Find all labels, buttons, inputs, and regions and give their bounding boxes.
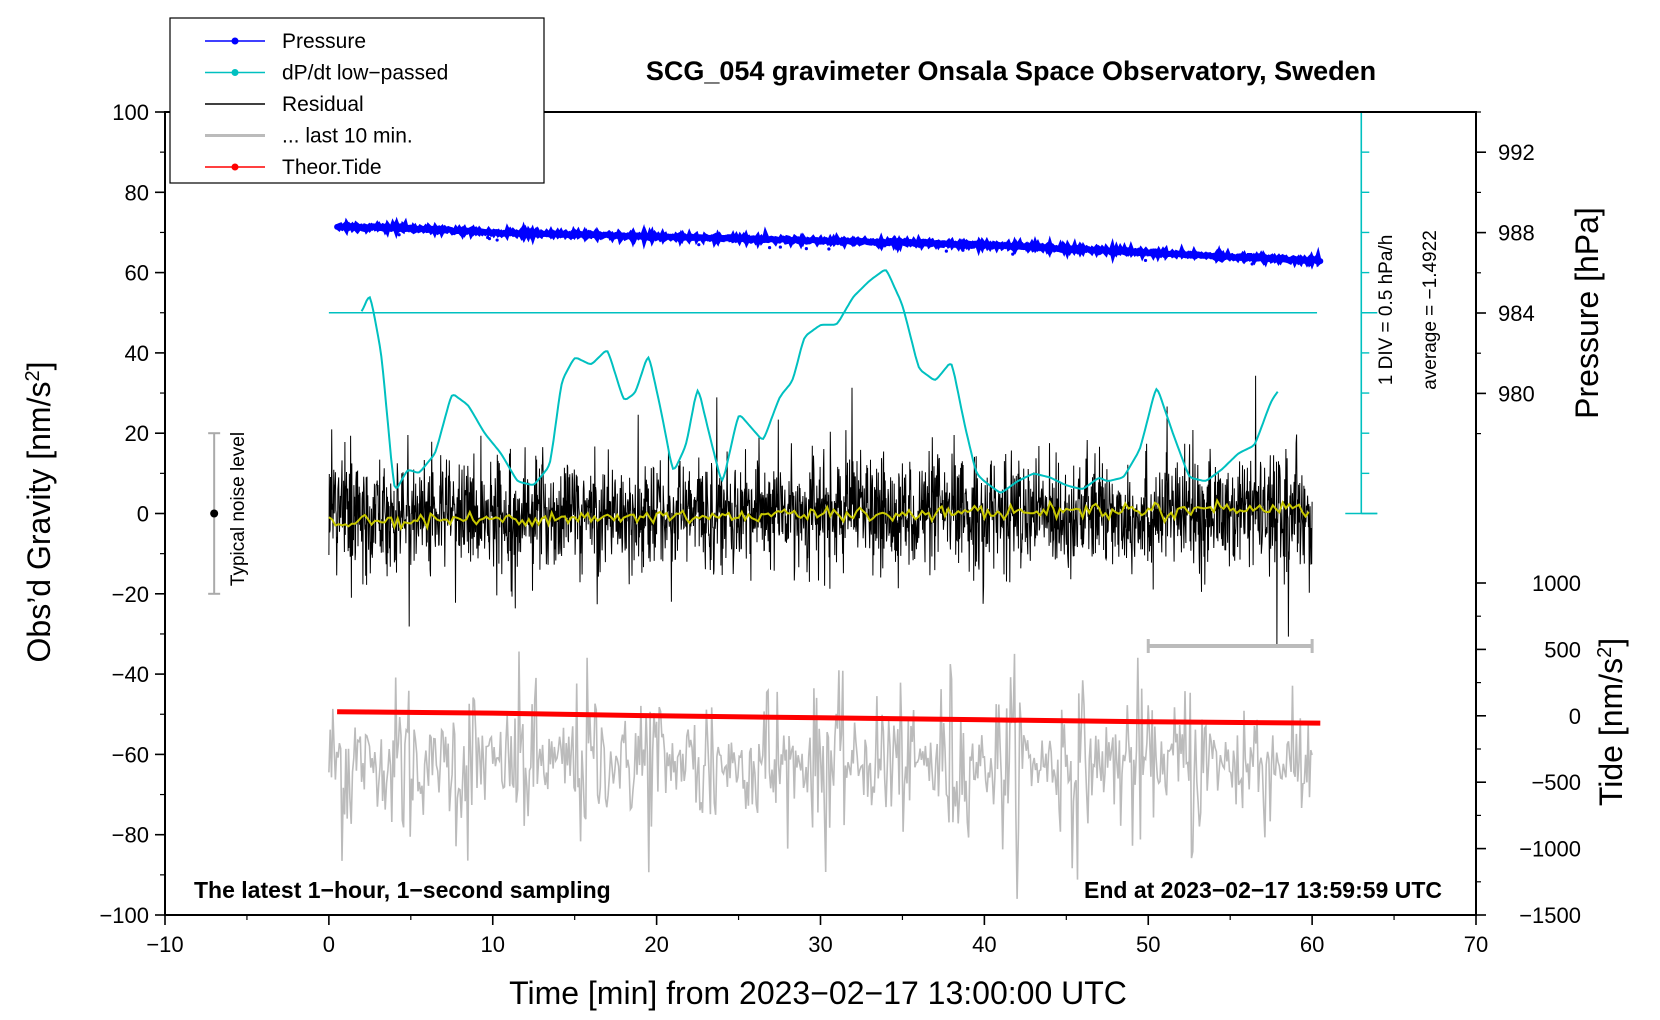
chart-title: SCG_054 gravimeter Onsala Space Observat… bbox=[646, 56, 1376, 86]
noise-label: Typical noise level bbox=[228, 432, 249, 586]
pressure-tick-label: 980 bbox=[1498, 381, 1535, 406]
y-tick-label: −60 bbox=[112, 742, 149, 767]
pressure-outlier-dot bbox=[778, 245, 782, 249]
pressure-tick-label: 984 bbox=[1498, 301, 1535, 326]
tide-tick-label: 1000 bbox=[1532, 571, 1581, 596]
y-tick-label: −40 bbox=[112, 662, 149, 687]
pressure-outlier-dot bbox=[767, 245, 772, 250]
legend-label: ... last 10 min. bbox=[282, 125, 413, 148]
pressure-outlier-dot bbox=[961, 248, 965, 252]
y-axis-label-left-main: Obs’d Gravity [nm/s bbox=[21, 382, 57, 663]
tide-axis-label-end: ] bbox=[1593, 638, 1629, 647]
series-residual bbox=[328, 375, 1313, 648]
pressure-outlier-dot bbox=[1250, 262, 1254, 266]
y-tick-label: −80 bbox=[112, 823, 149, 848]
series-layer bbox=[208, 111, 1378, 899]
y-tick-label: −20 bbox=[112, 582, 149, 607]
y-tick-label: 40 bbox=[125, 341, 149, 366]
series-pressure bbox=[334, 216, 1324, 270]
y-tick-label: −100 bbox=[99, 903, 149, 928]
series-last-10-min bbox=[328, 651, 1313, 899]
legend-label: Pressure bbox=[282, 30, 366, 53]
x-tick-label: 0 bbox=[323, 932, 335, 957]
x-tick-label: 20 bbox=[644, 932, 668, 957]
x-tick-label: 30 bbox=[808, 932, 832, 957]
tide-tick-label: 500 bbox=[1544, 637, 1581, 662]
noise-center-dot bbox=[210, 509, 219, 518]
series-dpdt bbox=[360, 269, 1279, 494]
pressure-outlier-dot bbox=[827, 247, 831, 251]
annotation-left: The latest 1−hour, 1−second sampling bbox=[194, 877, 611, 903]
x-tick-label: −10 bbox=[146, 932, 183, 957]
pressure-outlier-dot bbox=[1011, 252, 1015, 256]
tide-axis-label-main: Tide [nm/s bbox=[1593, 658, 1629, 806]
legend-marker bbox=[231, 37, 239, 45]
pressure-outlier-dot bbox=[1143, 258, 1148, 263]
x-tick-label: 10 bbox=[481, 932, 505, 957]
y-axis-label-left-end: ] bbox=[21, 362, 57, 371]
pressure-outlier-dot bbox=[495, 238, 499, 242]
pressure-outlier-dot bbox=[397, 233, 401, 237]
pressure-outlier-dot bbox=[487, 237, 492, 241]
x-axis-label: Time [min] from 2023−02−17 13:00:00 UTC bbox=[509, 975, 1127, 1011]
y-tick-label: 60 bbox=[125, 261, 149, 286]
legend-label: Residual bbox=[282, 93, 364, 116]
x-tick-label: 60 bbox=[1300, 932, 1324, 957]
tide-axis-label: Tide [nm/s2] bbox=[1593, 638, 1629, 806]
tide-tick-label: −1500 bbox=[1519, 903, 1581, 928]
pressure-tick-label: 988 bbox=[1498, 221, 1535, 246]
y-tick-label: 100 bbox=[112, 100, 149, 125]
series-residual-mean bbox=[328, 497, 1310, 531]
x-tick-label: 40 bbox=[972, 932, 996, 957]
legend-box bbox=[169, 17, 545, 184]
y-axis-label-left-sup: 2 bbox=[22, 370, 44, 381]
legend-marker bbox=[231, 69, 239, 76]
legend-label: dP/dt low−passed bbox=[282, 62, 448, 85]
y-tick-label: 20 bbox=[125, 421, 149, 446]
legend-label: Theor.Tide bbox=[282, 156, 382, 179]
annotation-right: End at 2023−02−17 13:59:59 UTC bbox=[1084, 877, 1442, 903]
pressure-outlier-dot bbox=[944, 249, 948, 253]
series-tide bbox=[337, 709, 1321, 726]
y-tick-label: 0 bbox=[137, 502, 149, 527]
dpdt-scale-label: 1 DIV = 0.5 hPa/h bbox=[1376, 235, 1397, 386]
pressure-axis-label: Pressure [hPa] bbox=[1569, 207, 1605, 419]
x-tick-label: 50 bbox=[1136, 932, 1160, 957]
pressure-outlier-dot bbox=[697, 243, 701, 247]
y-axis-label-left: Obs’d Gravity [nm/s2] bbox=[21, 362, 57, 663]
tide-tick-label: 0 bbox=[1569, 704, 1581, 729]
tide-tick-label: −1000 bbox=[1519, 837, 1581, 862]
tide-tick-label: −500 bbox=[1531, 770, 1581, 795]
legend-marker bbox=[231, 163, 239, 171]
axes-layer: −10 0 10 20 30 40 50 60 70−100−80−60−40−20020406… bbox=[99, 100, 1581, 957]
tide-axis-label-sup: 2 bbox=[1594, 647, 1616, 658]
x-tick-label: 70 bbox=[1464, 932, 1488, 957]
y-tick-label: 80 bbox=[125, 180, 149, 205]
pressure-outlier-dot bbox=[804, 247, 808, 251]
legend: Pressure dP/dt low−passed Residual ... last… bbox=[169, 17, 545, 184]
dpdt-average-label: average = −1.4922 bbox=[1420, 230, 1441, 390]
text-layer: SCG_054 gravimeter Onsala Space Observat… bbox=[21, 56, 1629, 1011]
pressure-tick-label: 992 bbox=[1498, 140, 1535, 165]
